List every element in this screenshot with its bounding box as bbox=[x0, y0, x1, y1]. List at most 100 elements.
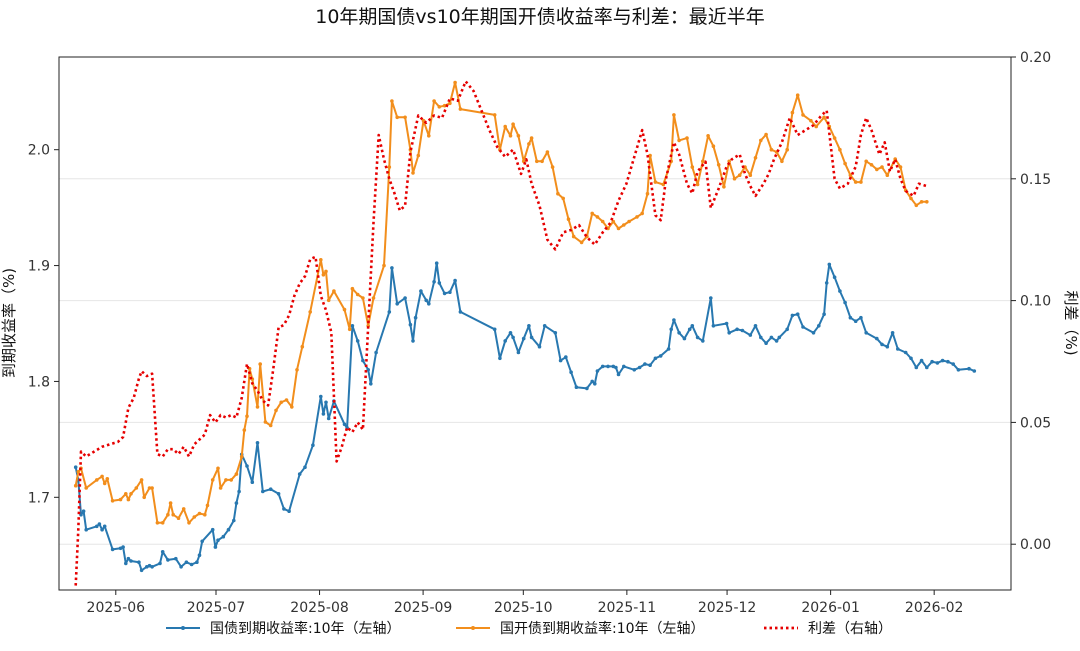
series-point-0 bbox=[777, 335, 782, 340]
series-point-0 bbox=[255, 441, 260, 445]
series-point-0 bbox=[637, 365, 642, 370]
series-point-0 bbox=[677, 331, 681, 335]
series-point-0 bbox=[150, 565, 154, 569]
series-point-1 bbox=[869, 163, 874, 167]
series-point-0 bbox=[287, 509, 291, 513]
series-point-0 bbox=[311, 443, 315, 448]
series-point-0 bbox=[498, 356, 502, 361]
series-point-1 bbox=[432, 99, 436, 103]
series-point-1 bbox=[290, 405, 294, 409]
series-lines bbox=[73, 80, 977, 586]
series-point-1 bbox=[239, 455, 244, 459]
series-point-1 bbox=[437, 105, 442, 109]
series-point-0 bbox=[682, 336, 687, 341]
series-point-1 bbox=[864, 159, 868, 164]
series-point-0 bbox=[735, 327, 739, 332]
grid bbox=[59, 56, 1011, 545]
series-point-1 bbox=[695, 182, 700, 187]
series-point-0 bbox=[237, 489, 241, 494]
x-tick-label: 2025-09 bbox=[394, 600, 453, 616]
series-point-1 bbox=[753, 156, 758, 160]
series-point-0 bbox=[434, 261, 439, 266]
series-point-0 bbox=[558, 358, 563, 363]
series-point-0 bbox=[569, 370, 573, 375]
series-point-1 bbox=[780, 159, 784, 164]
series-point-0 bbox=[126, 556, 131, 561]
series-point-1 bbox=[126, 497, 131, 502]
series-point-1 bbox=[263, 420, 268, 424]
series-point-0 bbox=[411, 339, 415, 343]
series-point-0 bbox=[189, 562, 194, 567]
series-point-0 bbox=[319, 394, 323, 399]
series-point-1 bbox=[150, 486, 154, 490]
series-point-0 bbox=[419, 289, 423, 293]
series-point-1 bbox=[722, 185, 726, 189]
series-point-0 bbox=[827, 262, 832, 267]
series-point-0 bbox=[940, 358, 945, 363]
series-point-0 bbox=[321, 412, 326, 416]
series-point-0 bbox=[914, 365, 919, 370]
series-point-1 bbox=[635, 215, 639, 219]
series-point-0 bbox=[245, 464, 249, 468]
series-point-1 bbox=[308, 310, 313, 314]
series-point-0 bbox=[709, 296, 713, 300]
series-point-1 bbox=[627, 219, 631, 224]
x-tick-label: 2025-12 bbox=[698, 600, 757, 616]
legend-label-0: 国债到期收益率:10年（左轴） bbox=[210, 620, 401, 637]
series-point-1 bbox=[801, 113, 805, 117]
series-point-1 bbox=[205, 503, 210, 508]
series-point-1 bbox=[258, 362, 263, 366]
series-point-1 bbox=[95, 478, 99, 482]
series-point-0 bbox=[453, 278, 457, 283]
series-point-0 bbox=[666, 347, 671, 351]
series-point-0 bbox=[139, 568, 144, 573]
series-point-0 bbox=[448, 290, 452, 295]
series-point-1 bbox=[100, 474, 104, 479]
series-point-1 bbox=[166, 512, 170, 517]
y-axis-right: 0.00 0.05 0.10 0.15 0.20 bbox=[1011, 50, 1051, 553]
series-point-0 bbox=[234, 501, 239, 505]
series-point-1 bbox=[875, 167, 879, 172]
series-point-0 bbox=[408, 322, 413, 327]
series-point-0 bbox=[564, 355, 568, 359]
series-point-0 bbox=[740, 328, 745, 333]
series-point-1 bbox=[529, 136, 534, 140]
series-point-0 bbox=[374, 350, 378, 355]
series-point-1 bbox=[600, 219, 605, 224]
series-point-0 bbox=[387, 310, 392, 314]
series-point-0 bbox=[521, 336, 526, 341]
series-point-1 bbox=[347, 327, 352, 332]
series-point-1 bbox=[885, 173, 890, 177]
series-point-1 bbox=[371, 296, 376, 300]
series-point-1 bbox=[181, 507, 186, 511]
series-point-0 bbox=[268, 487, 273, 492]
series-point-0 bbox=[200, 539, 204, 544]
series-point-0 bbox=[832, 275, 837, 280]
series-point-1 bbox=[492, 113, 497, 117]
series-point-1 bbox=[421, 118, 426, 123]
series-point-0 bbox=[492, 327, 497, 332]
series-point-0 bbox=[614, 365, 618, 370]
series-point-1 bbox=[129, 492, 133, 496]
series-point-1 bbox=[355, 292, 360, 297]
series-point-1 bbox=[527, 142, 531, 146]
x-tick-label: 2025-06 bbox=[87, 600, 146, 616]
series-point-0 bbox=[648, 363, 652, 368]
plot-frame bbox=[58, 56, 1012, 591]
series-point-0 bbox=[967, 366, 971, 371]
series-point-1 bbox=[556, 191, 560, 196]
x-axis: 2025-06 2025-07 2025-08 2025-09 2025-10 2025-… bbox=[87, 590, 963, 616]
series-point-1 bbox=[822, 115, 826, 120]
series-point-1 bbox=[748, 173, 753, 177]
x-tick-label: 2025-07 bbox=[187, 600, 246, 616]
series-line-2 bbox=[74, 80, 928, 586]
series-point-1 bbox=[332, 289, 336, 293]
series-point-0 bbox=[890, 331, 895, 335]
series-point-1 bbox=[403, 115, 407, 120]
series-point-0 bbox=[838, 289, 842, 293]
series-point-0 bbox=[197, 553, 202, 557]
series-point-0 bbox=[84, 527, 88, 532]
series-point-1 bbox=[134, 486, 139, 490]
series-point-0 bbox=[303, 465, 307, 470]
